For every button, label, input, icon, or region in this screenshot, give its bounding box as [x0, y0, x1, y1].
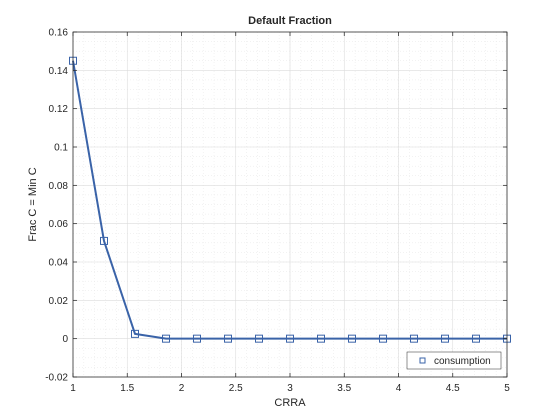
data-point — [130, 329, 139, 338]
series-line-consumption — [72, 60, 507, 340]
y-tick-label: 0.14 — [49, 66, 69, 77]
data-point — [347, 334, 356, 343]
x-tick-label: 4 — [396, 383, 402, 394]
y-tick-label: 0.08 — [49, 181, 69, 192]
legend: consumption — [406, 351, 502, 370]
y-tick-label: 0.16 — [49, 28, 69, 39]
y-tick-label: 0.12 — [49, 104, 69, 115]
y-tick-label: 0.1 — [54, 143, 68, 154]
x-tick-label: 2.5 — [229, 383, 243, 394]
y-tick-label: 0.02 — [49, 296, 69, 307]
data-point — [472, 334, 481, 343]
y-tick-label: 0 — [62, 334, 68, 345]
y-tick-label: -0.02 — [45, 373, 68, 384]
x-axis-label: CRRA — [274, 397, 306, 409]
x-tick-label: 3.5 — [337, 383, 351, 394]
x-tick-label: 5 — [504, 383, 510, 394]
data-point — [224, 334, 233, 343]
data-point — [378, 334, 387, 343]
y-tick-label: 0.04 — [49, 258, 69, 269]
y-axis-label: Frac C = Min C — [27, 167, 39, 241]
data-point — [410, 334, 419, 343]
x-tick-label: 3 — [287, 383, 293, 394]
data-point — [286, 334, 294, 343]
legend-box — [406, 351, 502, 370]
y-tick-labels: -0.02 0 0.02 0.04 0.06 0.08 0.1 0.12 0.14 0.16 — [45, 28, 68, 384]
legend-label-consumption: consumption — [434, 356, 491, 367]
data-point — [316, 334, 325, 343]
data-point — [99, 236, 108, 245]
ticks — [72, 31, 508, 378]
chart-title: Default Fraction — [248, 15, 332, 27]
data-point — [161, 334, 170, 343]
legend-marker — [419, 357, 426, 364]
data-point — [441, 334, 450, 343]
data-point — [255, 334, 264, 343]
y-tick-label: 0.06 — [49, 219, 69, 230]
x-tick-label: 1 — [70, 383, 76, 394]
x-tick-label: 4.5 — [446, 383, 460, 394]
data-point — [193, 334, 202, 343]
x-tick-labels: 1 1.5 2 2.5 3 3.5 4 4.5 5 — [70, 383, 510, 394]
x-tick-label: 2 — [179, 383, 185, 394]
x-tick-label: 1.5 — [120, 383, 134, 394]
